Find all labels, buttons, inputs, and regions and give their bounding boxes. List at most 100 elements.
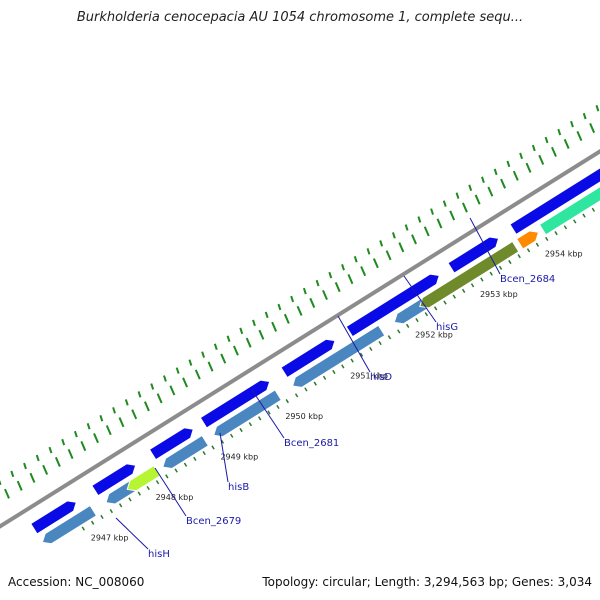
- scale-minor-tick: [415, 317, 419, 323]
- scale-minor-tick: [378, 340, 382, 346]
- reverse-gene-arrow: [41, 504, 98, 545]
- scale-minor-tick: [81, 526, 86, 531]
- gc-dot: [366, 248, 371, 255]
- genome-stats-text: Topology: circular; Length: 3,294,563 bp…: [262, 575, 592, 589]
- gc-dot: [175, 367, 180, 374]
- scale-minor-tick: [137, 491, 141, 496]
- scale-minor-tick: [174, 468, 178, 473]
- scale-minor-tick: [146, 485, 150, 491]
- gc-content-dots: [0, 104, 600, 499]
- forward-gene-arrow: [148, 427, 194, 461]
- gc-dot: [35, 454, 40, 462]
- gc-dot: [334, 282, 341, 293]
- gc-dot: [188, 359, 193, 366]
- chromosome-backbone: [0, 149, 600, 529]
- gene-label-leader: [403, 275, 437, 323]
- scale-minor-tick: [285, 399, 289, 404]
- forward-gene-arrow: [30, 500, 77, 535]
- gc-dot: [436, 218, 443, 229]
- gc-dot: [563, 138, 570, 149]
- scale-minor-tick: [128, 497, 132, 502]
- gc-dot: [124, 399, 129, 406]
- gc-dot: [4, 488, 10, 499]
- gc-dot: [391, 232, 396, 239]
- scale-minor-tick: [369, 346, 373, 352]
- gc-dot: [48, 446, 53, 454]
- gene-label-leader: [251, 389, 285, 439]
- gc-dot: [353, 256, 358, 263]
- scale-minor-tick: [193, 456, 197, 461]
- scale-minor-tick: [183, 462, 188, 467]
- gc-dot: [481, 176, 485, 184]
- gc-dot: [112, 407, 116, 414]
- gene-label: hisD: [370, 372, 392, 383]
- scale-minor-tick: [461, 288, 466, 293]
- scale-minor-tick: [350, 358, 354, 363]
- gc-dot: [16, 480, 23, 491]
- gc-dot: [99, 415, 104, 422]
- gc-dot: [455, 192, 460, 199]
- gc-dot: [271, 321, 278, 332]
- gc-dot: [220, 353, 227, 364]
- gc-dot: [557, 128, 562, 136]
- gc-dot: [487, 186, 494, 197]
- scale-minor-tick: [332, 369, 336, 375]
- scale-minor-tick: [387, 335, 392, 340]
- scale-minor-tick: [517, 254, 521, 259]
- gc-dot: [283, 313, 290, 324]
- gc-dot: [506, 160, 511, 168]
- gc-dot: [239, 327, 244, 335]
- gc-dot: [544, 136, 549, 144]
- scale-minor-tick: [563, 225, 568, 230]
- scale-minor-tick: [489, 271, 493, 276]
- backbone-line: [0, 149, 600, 529]
- gc-dot: [595, 104, 600, 112]
- gc-dot: [430, 208, 434, 215]
- scale-minor-tick: [322, 375, 327, 380]
- highlighted-gene-arrow: [419, 240, 520, 309]
- gene-label: Bcen_2681: [284, 438, 339, 449]
- scale-minor-tick: [405, 323, 410, 328]
- forward-gene-arrow: [91, 463, 137, 497]
- forward-gene-arrow: [345, 273, 440, 338]
- gene-label-leader: [115, 517, 149, 550]
- gc-dot: [379, 240, 384, 247]
- gc-dot: [226, 335, 231, 343]
- gc-dot: [302, 287, 307, 295]
- gc-dot: [143, 401, 150, 412]
- gc-dot: [461, 202, 468, 213]
- gc-dot: [252, 319, 256, 327]
- gc-dot: [322, 289, 328, 301]
- scale-tick-label: 2954 kbp: [545, 250, 583, 259]
- gc-dot: [105, 425, 112, 436]
- scale-minor-tick: [397, 329, 401, 334]
- gc-dot: [385, 250, 392, 261]
- scale-tick-label: 2951 kbp: [350, 371, 388, 380]
- gc-dot: [500, 178, 507, 189]
- scale-minor-tick: [304, 387, 308, 392]
- scale-minor-tick: [433, 306, 438, 311]
- gc-dot: [576, 130, 583, 142]
- scale-minor-tick: [294, 393, 299, 398]
- gene-label-leader: [469, 217, 501, 275]
- highlighted-gene-arrow: [538, 186, 600, 236]
- gc-dot: [512, 170, 519, 181]
- gc-dot: [468, 184, 473, 191]
- gene-label: hisB: [228, 482, 249, 493]
- gc-dot: [61, 438, 66, 446]
- gc-dot: [315, 279, 320, 287]
- scale-minor-tick: [591, 207, 596, 212]
- gc-dot: [493, 168, 498, 176]
- reverse-gene-arrow: [291, 324, 386, 388]
- gc-dot: [54, 456, 61, 467]
- gc-dot: [277, 303, 282, 311]
- scale-minor-tick: [211, 445, 215, 450]
- forward-gene-arrow: [509, 167, 600, 236]
- gc-dot: [194, 369, 201, 380]
- gc-dot: [23, 462, 27, 470]
- gc-dot: [411, 234, 417, 245]
- scale-minor-tick: [341, 364, 345, 369]
- gc-dot: [538, 154, 545, 165]
- gc-dot: [245, 337, 252, 348]
- gc-dot: [207, 361, 214, 372]
